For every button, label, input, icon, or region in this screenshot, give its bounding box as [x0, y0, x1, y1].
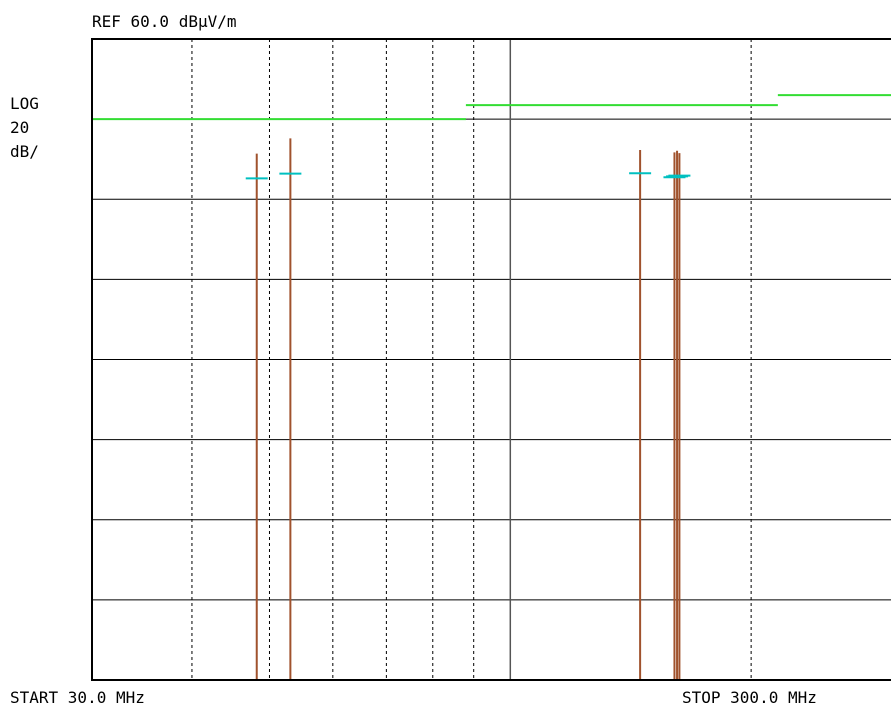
start-frequency-label: START 30.0 MHz — [10, 688, 145, 707]
average-marker-layer — [245, 172, 691, 180]
plot-frame — [91, 38, 891, 681]
stop-frequency-label: STOP 300.0 MHz — [682, 688, 817, 707]
peak-trace-layer — [255, 138, 681, 680]
scale-label-value: 20 — [10, 118, 30, 137]
scale-label-unit: dB/ — [10, 142, 39, 161]
limit-line-layer — [92, 94, 891, 121]
scale-label-log: LOG — [10, 94, 39, 113]
reference-level-label: REF 60.0 dBµV/m — [92, 12, 237, 31]
grid-layer — [92, 39, 891, 680]
